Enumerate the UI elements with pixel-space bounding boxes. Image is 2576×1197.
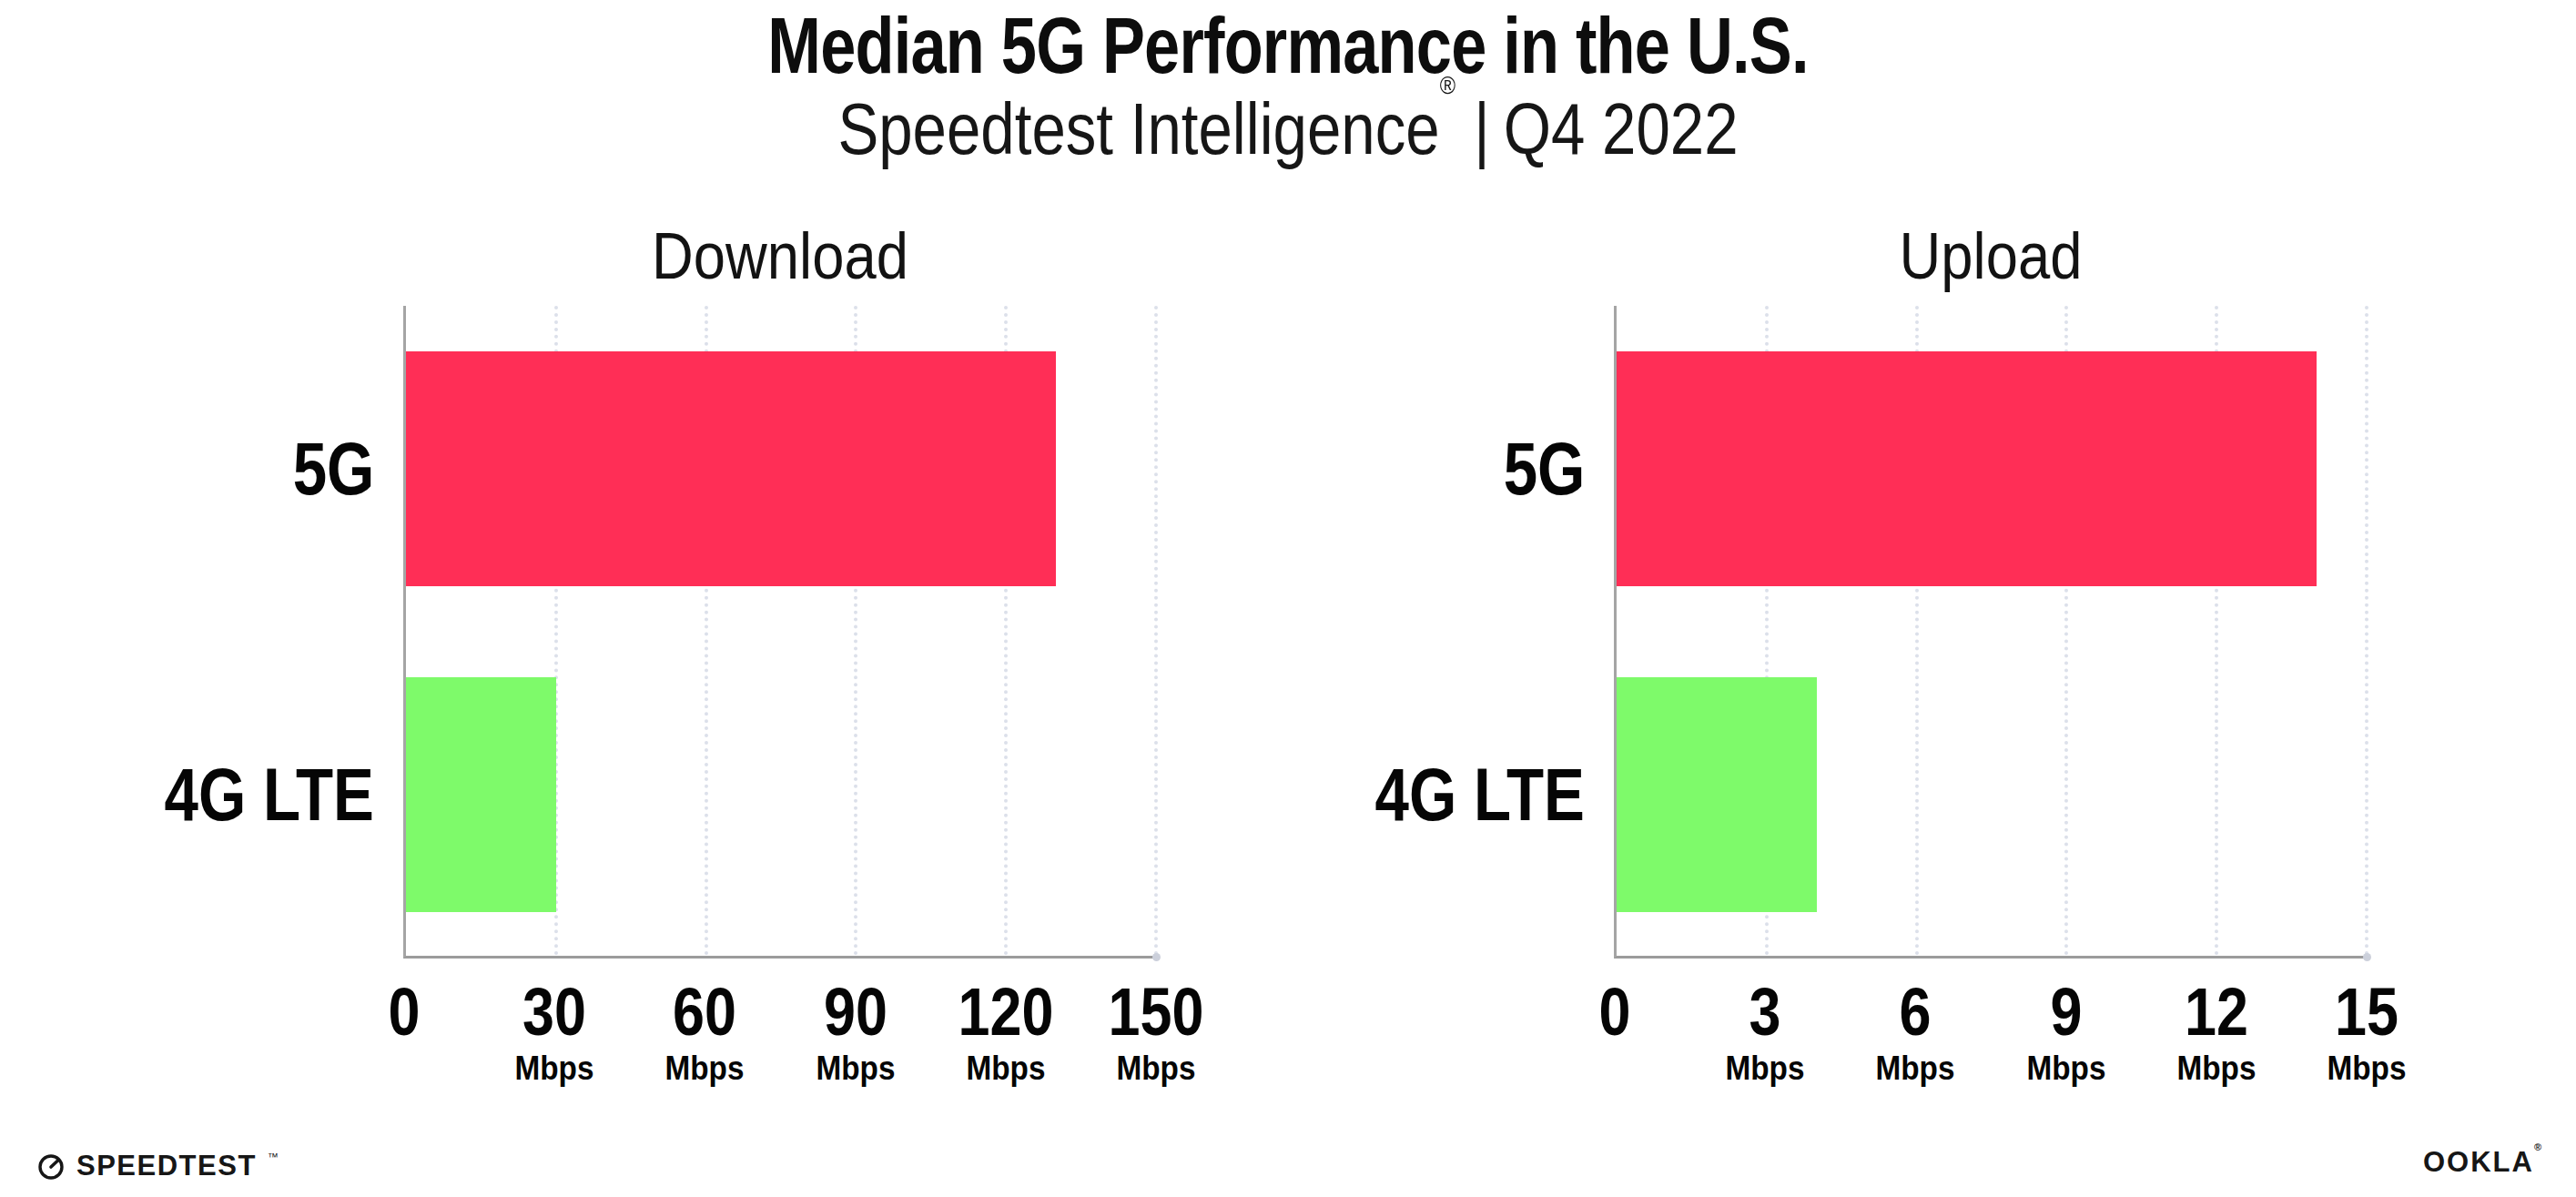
tick-value-30: 30 <box>517 979 592 1046</box>
tick-value-6: 6 <box>1878 979 1952 1046</box>
ookla-registered-symbol: ® <box>2534 1141 2543 1152</box>
tick-unit-label: Mbps <box>816 1051 895 1085</box>
category-label-4g-lte: 4G LTE <box>1375 632 1585 958</box>
tick-value-9: 9 <box>2029 979 2104 1046</box>
x-tick-6: 6 Mbps <box>1871 979 1960 1085</box>
category-label-5g: 5G <box>1503 306 1585 632</box>
download-plot-area <box>403 306 1156 959</box>
tick-value-15: 15 <box>2329 979 2404 1046</box>
tick-unit-label: Mbps <box>1105 1051 1206 1085</box>
upload-plot-wrap: 5G4G LTE <box>1323 306 2367 959</box>
upload-chart-panel: Upload 5G4G LTE 03Mbps6Mbps9Mbps12Mbps15… <box>1323 220 2367 1104</box>
category-label-4g-lte: 4G LTE <box>165 632 374 958</box>
x-tick-15: 15 Mbps <box>2323 979 2411 1085</box>
x-tick-30: 30 Mbps <box>511 979 599 1085</box>
bar-5g <box>406 351 1056 586</box>
tick-unit-label: Mbps <box>2176 1051 2256 1085</box>
download-chart-panel: Download 5G4G LTE 030Mbps60Mbps90Mbps120… <box>113 220 1156 1104</box>
upload-category-axis: 5G4G LTE <box>1323 306 1614 959</box>
category-label-5g: 5G <box>292 306 374 632</box>
subtitle-separator: | <box>1474 88 1489 169</box>
bar-row-4g-lte <box>406 632 1156 958</box>
tick-value-3: 3 <box>1728 979 1802 1046</box>
x-tick-0: 0 <box>1596 979 1633 1046</box>
upload-x-axis-ticks: 03Mbps6Mbps9Mbps12Mbps15Mbps <box>1615 959 2367 1104</box>
bar-row-4g-lte <box>1617 632 2367 958</box>
tick-unit-label: Mbps <box>1726 1051 1805 1085</box>
download-category-axis: 5G4G LTE <box>113 306 403 959</box>
tick-value-120: 120 <box>958 979 1053 1046</box>
page-subtitle: Speedtest Intelligence®|Q4 2022 <box>206 89 2369 169</box>
subtitle-brand: Speedtest Intelligence <box>837 88 1439 169</box>
x-tick-150: 150 Mbps <box>1100 979 1212 1085</box>
registered-trademark-symbol: ® <box>1440 71 1455 99</box>
tick-unit-label: Mbps <box>1876 1051 1955 1085</box>
upload-plot-area <box>1614 306 2367 959</box>
x-tick-120: 120 Mbps <box>949 979 1061 1085</box>
tick-value-0: 0 <box>389 979 421 1046</box>
tick-unit-label: Mbps <box>665 1051 745 1085</box>
bar-4g-lte <box>1617 677 1817 912</box>
speedtest-wordmark: SPEEDTEST <box>76 1150 257 1182</box>
tick-unit-label: Mbps <box>2328 1051 2407 1085</box>
tick-unit-label: Mbps <box>955 1051 1056 1085</box>
x-tick-9: 9 Mbps <box>2022 979 2110 1085</box>
chart-figure: Median 5G Performance in the U.S. Speedt… <box>0 0 2576 1197</box>
speedtest-logo: SPEEDTEST ™ <box>36 1150 279 1182</box>
tick-value-150: 150 <box>1109 979 1204 1046</box>
chart-title-upload: Upload <box>1660 220 2322 306</box>
bar-4g-lte <box>406 677 556 912</box>
x-tick-60: 60 Mbps <box>661 979 749 1085</box>
subtitle-period: Q4 2022 <box>1504 88 1739 169</box>
tick-value-60: 60 <box>667 979 742 1046</box>
x-tick-12: 12 Mbps <box>2172 979 2260 1085</box>
axis-end-dot <box>2363 953 2371 961</box>
axis-end-dot <box>1152 953 1161 961</box>
ookla-wordmark: OOKLA <box>2423 1146 2534 1178</box>
download-x-axis-ticks: 030Mbps60Mbps90Mbps120Mbps150Mbps <box>404 959 1156 1104</box>
speedtest-gauge-icon <box>36 1151 66 1181</box>
bar-row-5g <box>1617 306 2367 632</box>
x-tick-3: 3 Mbps <box>1721 979 1810 1085</box>
chart-title-download: Download <box>450 220 1111 306</box>
tick-value-90: 90 <box>818 979 893 1046</box>
tick-value-0: 0 <box>1599 979 1631 1046</box>
x-tick-0: 0 <box>385 979 422 1046</box>
page-title: Median 5G Performance in the U.S. <box>258 4 2318 87</box>
x-tick-90: 90 Mbps <box>811 979 899 1085</box>
tick-unit-label: Mbps <box>2026 1051 2105 1085</box>
download-plot-wrap: 5G4G LTE <box>113 306 1156 959</box>
trademark-symbol: ™ <box>268 1151 279 1163</box>
tick-value-12: 12 <box>2179 979 2254 1046</box>
tick-unit-label: Mbps <box>515 1051 594 1085</box>
ookla-logo: OOKLA® <box>2423 1146 2543 1179</box>
bar-row-5g <box>406 306 1156 632</box>
bar-5g <box>1617 351 2317 586</box>
